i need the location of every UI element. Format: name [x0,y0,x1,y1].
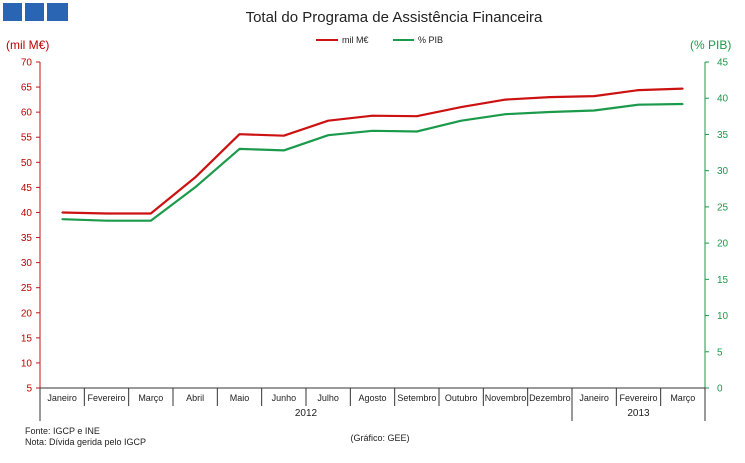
data-point-mil-meur [61,211,63,214]
left-tick-label: 40 [21,208,33,219]
right-tick-label: 15 [717,275,729,286]
x-tick-label: Janeiro [579,393,609,403]
x-tick-label: Novembro [485,393,527,403]
left-tick-label: 45 [21,183,33,194]
x-tick-label: Março [138,393,163,403]
right-tick-label: 40 [717,94,729,105]
data-point-pct-pib [549,111,551,113]
series-line-mil-meur [62,87,683,215]
data-point-mil-meur [593,95,595,97]
data-point-mil-meur [150,212,152,215]
left-tick-label: 50 [21,158,33,169]
data-point-pct-pib [61,218,63,221]
axes: 5 10 15 20 25 30 35 40 45 50 55 60 65 70 0 5 10 15 20 25 30 3… [21,58,729,421]
data-point-pct-pib [105,219,108,222]
left-tick-label: 30 [21,258,33,269]
legend: mil M€ % PIB [316,35,443,45]
left-tick-label: 65 [21,83,33,94]
left-tick-label: 60 [21,108,33,119]
chart-title: Total do Programa de Assistência Finance… [246,9,543,26]
x-tick-label: Junho [272,393,297,403]
data-point-mil-meur [283,134,285,137]
data-point-pct-pib [460,119,462,122]
series-group [61,87,684,222]
data-point-mil-meur [327,119,329,122]
left-tick-label: 10 [21,358,33,369]
logo-square-3 [47,3,68,21]
data-point-pct-pib [283,149,285,152]
x-tick-label: Fevereiro [87,393,125,403]
x-year-label: 2012 [295,408,318,419]
right-tick-label: 0 [717,384,723,395]
right-tick-label: 20 [717,239,729,250]
data-point-pct-pib [371,130,374,132]
left-tick-label: 70 [21,58,33,69]
data-point-mil-meur [105,212,108,215]
data-point-mil-meur [238,133,241,136]
data-point-mil-meur [637,89,640,91]
data-point-pct-pib [593,109,595,112]
legend-label-mil-meur: mil M€ [342,35,369,45]
x-tick-label: Março [670,393,695,403]
data-point-pct-pib [150,219,152,222]
left-tick-label: 25 [21,283,33,294]
left-tick-label: 55 [21,133,33,144]
x-tick-label: Maio [230,393,250,403]
data-point-mil-meur [416,115,418,117]
x-tick-label: Outubro [445,393,478,403]
x-tick-label: Julho [317,393,339,403]
chart-credit: (Gráfico: GEE) [350,433,409,443]
data-point-mil-meur [682,87,684,90]
data-point-pct-pib [504,113,507,115]
data-point-mil-meur [549,96,551,98]
source-note: Fonte: IGCP e INE [25,426,100,436]
right-tick-label: 45 [717,58,729,69]
right-axis-unit: (% PIB) [690,38,731,52]
right-tick-label: 5 [717,347,723,358]
right-tick-label: 30 [717,166,729,177]
left-tick-label: 20 [21,308,33,319]
data-point-pct-pib [238,148,241,150]
x-tick-label: Abril [186,393,204,403]
data-point-pct-pib [327,134,329,136]
x-tick-label: Janeiro [47,393,77,403]
data-point-pct-pib [637,103,640,106]
logo [3,3,68,21]
x-year-label: 2013 [627,408,650,419]
logo-square-1 [3,3,22,21]
data-point-mil-meur [460,106,462,108]
data-point-mil-meur [504,98,507,101]
left-tick-label: 35 [21,233,33,244]
right-tick-label: 35 [717,130,729,141]
x-tick-label: Setembro [397,393,436,403]
data-point-pct-pib [416,130,418,133]
right-tick-label: 10 [717,311,729,322]
data-point-pct-pib [194,186,196,189]
x-tick-label: Fevereiro [619,393,657,403]
logo-square-2 [25,3,44,21]
data-point-mil-meur [194,176,196,179]
left-axis-unit: (mil M€) [6,38,49,52]
left-tick-label: 5 [26,384,32,395]
x-tick-label: Agosto [358,393,386,403]
legend-label-pct-pib: % PIB [418,35,443,45]
right-tick-label: 25 [717,202,729,213]
data-point-mil-meur [371,114,374,117]
data-point-pct-pib [682,103,684,105]
x-tick-label: Dezembro [529,393,571,403]
left-tick-label: 15 [21,333,33,344]
series-line-pct-pib [62,102,683,222]
footnote: Nota: Dívida gerida pelo IGCP [25,437,146,447]
